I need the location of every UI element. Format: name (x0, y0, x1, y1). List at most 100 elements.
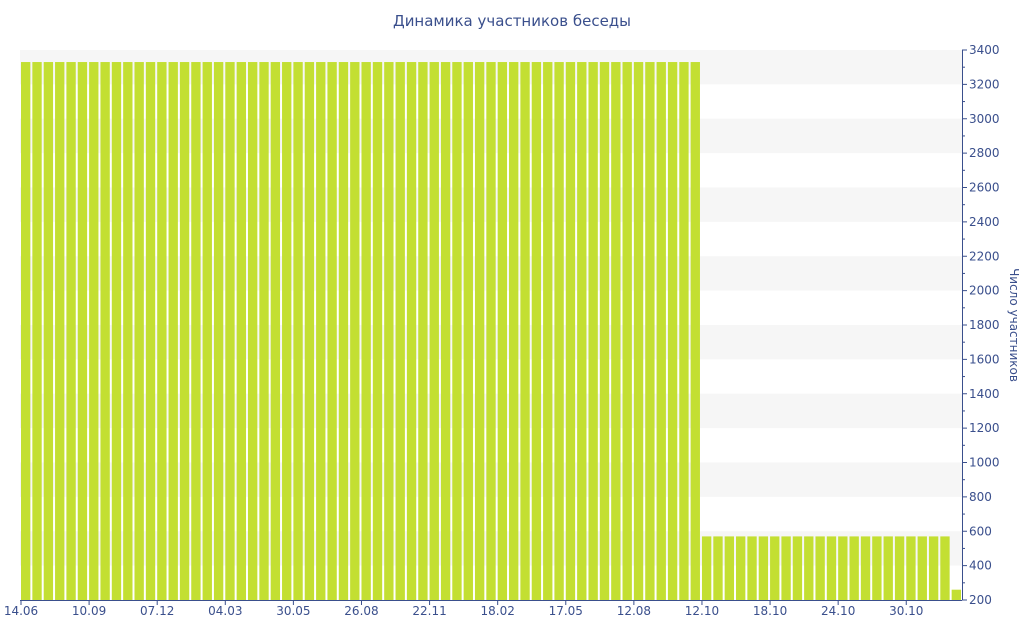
bar (565, 62, 576, 600)
y-tick-label: 2200 (969, 249, 1000, 263)
y-tick-label: 3000 (969, 112, 1000, 126)
bar (338, 62, 349, 600)
bar (679, 62, 689, 600)
y-tick-label: 1200 (969, 421, 1000, 435)
bar (384, 62, 394, 600)
bar (282, 62, 292, 600)
x-tick-label: 12.10 (685, 604, 719, 618)
x-tick-label: 14.06 (4, 604, 38, 618)
bar (77, 62, 88, 600)
x-tick-label: 12.08 (617, 604, 651, 618)
bar (724, 536, 735, 600)
x-tick-label: 04.03 (208, 604, 242, 618)
bar (622, 62, 632, 600)
bar (361, 62, 371, 600)
bar (906, 536, 916, 600)
y-tick-label: 800 (969, 490, 992, 504)
bar (758, 536, 769, 600)
y-tick-label: 1400 (969, 387, 1000, 401)
y-tick-label: 2400 (969, 215, 1000, 229)
y-tick-label: 3400 (969, 43, 1000, 57)
chart-title: Динамика участников беседы (392, 12, 632, 30)
bar (259, 62, 269, 600)
bar (452, 62, 462, 600)
bar (838, 536, 848, 600)
bar (350, 62, 360, 600)
bar (474, 62, 485, 600)
bar (543, 62, 553, 600)
bar (792, 536, 803, 600)
bar (213, 62, 224, 600)
y-axis-ticks: 200 400 600 800 1000 1200 1400 1600 1800 2000 2200… (962, 43, 1000, 607)
bar (690, 62, 700, 600)
bar (89, 62, 99, 600)
bar (247, 62, 258, 600)
y-tick-label: 400 (969, 559, 992, 573)
bar (202, 62, 212, 600)
bar (43, 62, 54, 600)
bar (701, 536, 712, 600)
bar (747, 536, 757, 600)
bar (872, 536, 882, 600)
bar (894, 536, 905, 600)
bar (577, 62, 587, 600)
bar (372, 62, 383, 600)
bar (815, 536, 825, 600)
bar (713, 536, 723, 600)
bar (168, 62, 178, 600)
bar (645, 62, 655, 600)
bar (406, 62, 417, 600)
bar (225, 62, 235, 600)
bar (588, 62, 598, 600)
x-tick-label: 17.05 (549, 604, 583, 618)
x-axis-ticks: 14.06 10.09 07.12 04.03 30.05 26.08 22.11 18.02… (4, 600, 923, 618)
y-tick-label: 2600 (969, 181, 1000, 195)
bar (849, 536, 859, 600)
bar (32, 62, 42, 600)
bar (179, 62, 190, 600)
bar (418, 62, 428, 600)
y-tick-label: 1800 (969, 318, 1000, 332)
bar (145, 62, 156, 600)
y-tick-label: 1000 (969, 456, 1000, 470)
bar-series (21, 62, 961, 600)
bar (440, 62, 451, 600)
x-tick-label: 30.10 (889, 604, 923, 618)
bar (781, 536, 791, 600)
bar (463, 62, 473, 600)
bar (111, 62, 122, 600)
bar (656, 62, 666, 600)
y-tick-label: 2800 (969, 146, 1000, 160)
bar (520, 62, 530, 600)
bar (304, 62, 315, 600)
bar (883, 536, 893, 600)
bar (55, 62, 65, 600)
bar (134, 62, 144, 600)
bar (497, 62, 508, 600)
bar (826, 536, 837, 600)
bar (21, 62, 31, 600)
y-tick-label: 600 (969, 524, 992, 538)
x-tick-label: 07.12 (140, 604, 174, 618)
bar (951, 589, 961, 600)
bar (509, 62, 519, 600)
y-tick-label: 3200 (969, 77, 1000, 91)
bar (928, 536, 939, 600)
bar (860, 536, 871, 600)
bar (804, 536, 814, 600)
bar (611, 62, 621, 600)
bar (917, 536, 927, 600)
bar (293, 62, 303, 600)
x-tick-label: 26.08 (344, 604, 378, 618)
bar (940, 536, 950, 600)
bar (429, 62, 439, 600)
bar (316, 62, 326, 600)
x-tick-label: 30.05 (276, 604, 310, 618)
y-axis-title: Число участников (1007, 268, 1021, 382)
bar (236, 62, 246, 600)
bar (667, 62, 678, 600)
bar (633, 62, 644, 600)
bar (66, 62, 76, 600)
bar (123, 62, 133, 600)
